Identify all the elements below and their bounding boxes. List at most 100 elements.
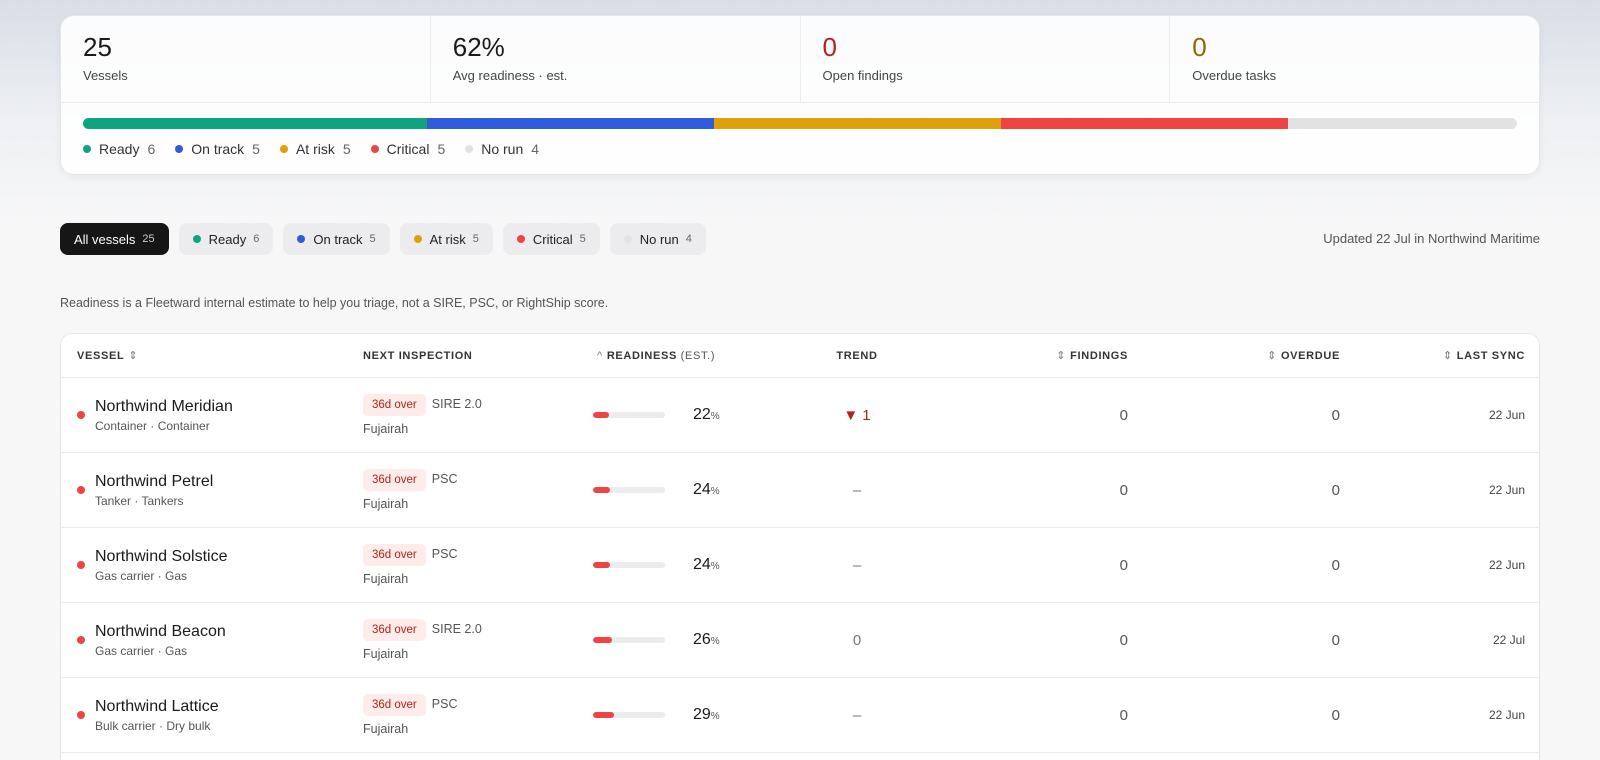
trend-value: – — [852, 556, 862, 574]
trend-value: – — [852, 706, 862, 724]
readiness-bar — [593, 412, 609, 418]
overdue-badge: 36d over — [363, 469, 426, 491]
updated-text: Updated 22 Jul in Northwind Maritime — [1323, 231, 1540, 246]
stat-value: 0 — [822, 32, 837, 62]
readiness-cell: 22% — [577, 406, 787, 424]
column-label: READINESS — [606, 349, 677, 362]
trend-cell: – — [787, 557, 927, 574]
vessel-info: Northwind Meridian Container · Container — [95, 398, 233, 433]
status-dot — [77, 411, 85, 419]
chip-label: At risk — [429, 231, 466, 247]
column-header[interactable]: VESSEL ⇕ — [61, 349, 347, 362]
findings-cell: 0 — [1119, 481, 1128, 499]
distribution-segment — [713, 118, 1001, 129]
filter-chip[interactable]: No run 4 — [609, 223, 706, 255]
filter-chip[interactable]: Critical 5 — [502, 223, 600, 255]
table-row[interactable]: Northwind Beacon Gas carrier · Gas 36d ove… — [61, 603, 1539, 678]
table-row[interactable]: Northwind Meridian Container · Container 3… — [61, 378, 1539, 453]
filter-chip[interactable]: At risk 5 — [399, 223, 493, 255]
inspection-line: 36d over PSC — [363, 694, 561, 716]
vessel-table: VESSEL ⇕ NEXT INSPECTION ^ READINESS (EST.… — [60, 333, 1540, 760]
legend-label: On track — [191, 141, 245, 157]
legend-label: No run — [481, 141, 524, 157]
overdue-cell: 0 — [1331, 631, 1340, 649]
sort-icon: ⇕ — [1267, 350, 1277, 362]
readiness-bar — [593, 712, 614, 718]
vessel-cell: Northwind Petrel Tanker · Tankers — [61, 473, 347, 508]
readiness-number: 29 — [693, 706, 711, 723]
vessel-cell: Northwind Meridian Container · Container — [61, 398, 347, 433]
column-label: OVERDUE — [1280, 350, 1340, 362]
last-sync-cell: 22 Jun — [1488, 558, 1525, 572]
filter-chip[interactable]: All vessels 25 — [60, 223, 169, 255]
readiness-bar — [593, 562, 611, 568]
column-header[interactable]: ⇕ LAST SYNC — [1356, 349, 1539, 362]
filter-chip[interactable]: Ready 6 — [178, 223, 274, 255]
last-sync-cell: 22 Jul — [1492, 633, 1525, 647]
status-dot — [77, 636, 85, 644]
inspection-type: PSC — [431, 547, 458, 561]
findings-cell: 0 — [1119, 706, 1128, 724]
legend-count: 5 — [437, 141, 446, 157]
percent-sign: % — [710, 561, 720, 572]
column-header: TREND — [787, 350, 927, 362]
inspection-port: Fujairah — [363, 722, 409, 736]
inspection-line: 36d over SIRE 2.0 — [363, 394, 561, 416]
column-header[interactable]: ⇕ OVERDUE — [1144, 349, 1356, 362]
stat-label: Vessels — [83, 68, 128, 83]
chip-label: Ready — [208, 231, 247, 247]
vessel-name: Northwind Meridian — [95, 397, 233, 415]
column-label: VESSEL — [77, 350, 125, 362]
vessel-info: Northwind Solstice Gas carrier · Gas — [95, 548, 228, 583]
inspection-cell: 36d over PSC Fujairah — [347, 469, 577, 511]
table-row[interactable]: Northwind Petrel Tanker · Tankers 36d over… — [61, 453, 1539, 528]
table-row[interactable]: Northwind Lattice Bulk carrier · Dry bulk… — [61, 678, 1539, 753]
overdue-badge: 36d over — [363, 544, 426, 566]
status-dot — [77, 561, 85, 569]
inspection-cell: 36d over SIRE 2.0 Fujairah — [347, 619, 577, 661]
vessel-info: Northwind Petrel Tanker · Tankers — [95, 473, 213, 508]
legend-dot — [83, 145, 91, 153]
readiness-number: 26 — [693, 631, 711, 648]
inspection-type: PSC — [431, 472, 458, 486]
inspection-type: SIRE 2.0 — [431, 622, 482, 636]
readiness-value: 24% — [693, 556, 720, 574]
legend-count: 4 — [531, 141, 540, 157]
inspection-line: 36d over PSC — [363, 469, 561, 491]
readiness-cell: 29% — [577, 706, 787, 724]
readiness-value: 26% — [693, 631, 720, 649]
column-header: NEXT INSPECTION — [347, 350, 577, 362]
chip-label: No run — [639, 231, 679, 247]
trend-cell: 0 — [787, 632, 927, 649]
legend-dot — [465, 145, 474, 153]
legend-item: Critical 5 — [370, 141, 446, 157]
legend-label: Ready — [99, 141, 140, 157]
readiness-number: 24 — [693, 556, 711, 573]
filter-chip[interactable]: On track 5 — [283, 223, 390, 255]
table-row[interactable]: Northwind Solstice Gas carrier · Gas 36d o… — [61, 528, 1539, 603]
readiness-bar — [593, 487, 611, 493]
trend-cell: – — [787, 482, 927, 499]
column-label: TREND — [836, 349, 878, 362]
vessel-type: Gas carrier · Gas — [95, 643, 188, 658]
stat: 62% Avg readiness · est. — [431, 16, 801, 102]
overdue-cell: 0 — [1331, 556, 1340, 574]
last-sync-cell: 22 Jun — [1488, 483, 1525, 497]
stat: 0 Open findings — [801, 16, 1171, 102]
column-suffix: (EST.) — [680, 349, 716, 362]
distribution-segment — [83, 118, 428, 129]
filter-chips: All vessels 25 Ready 6 On track 5 At risk 5 Cri… — [60, 223, 706, 255]
column-header[interactable]: ⇕ FINDINGS — [927, 349, 1144, 362]
readiness-cell: 24% — [577, 556, 787, 574]
readiness-value: 22% — [693, 406, 720, 424]
column-header[interactable]: ^ READINESS (EST.) — [577, 350, 787, 362]
distribution-segment — [1287, 118, 1517, 129]
inspection-type: PSC — [431, 697, 458, 711]
status-dot — [77, 711, 85, 719]
column-label: NEXT INSPECTION — [363, 349, 473, 362]
readiness-track — [593, 712, 665, 718]
vessel-name: Northwind Solstice — [95, 547, 228, 565]
stat: 25 Vessels — [61, 16, 431, 102]
trend-value: – — [852, 481, 862, 499]
vessel-cell: Northwind Solstice Gas carrier · Gas — [61, 548, 347, 583]
